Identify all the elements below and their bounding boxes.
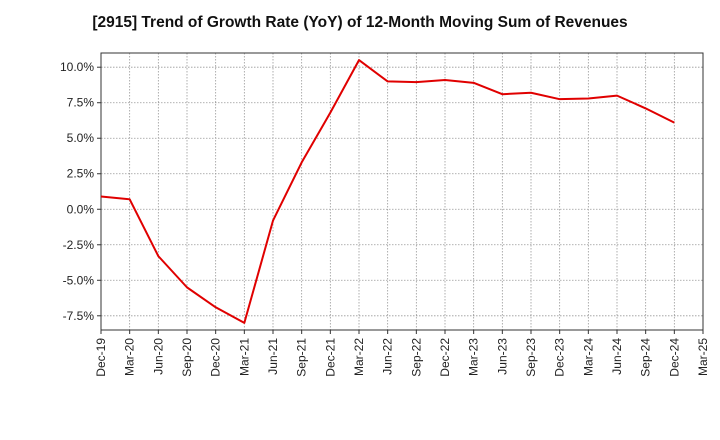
x-tick-label: Dec-19	[94, 338, 108, 377]
grid-layer	[101, 53, 703, 330]
x-tick-label: Sep-22	[409, 338, 423, 377]
x-tick-label: Dec-23	[553, 338, 567, 377]
y-tick-label: 7.5%	[67, 96, 95, 110]
y-tick-label: 5.0%	[67, 131, 95, 145]
x-tick-label: Sep-24	[639, 338, 653, 377]
y-tick-label: 0.0%	[67, 202, 95, 216]
x-tick-label: Mar-21	[237, 338, 251, 376]
y-tick-label: -2.5%	[63, 238, 95, 252]
y-tick-label: 10.0%	[60, 60, 94, 74]
x-tick-label: Dec-20	[209, 338, 223, 377]
x-tick-label: Mar-25	[696, 338, 710, 376]
x-tick-label: Mar-22	[352, 338, 366, 376]
chart-title: [2915] Trend of Growth Rate (YoY) of 12-…	[92, 14, 628, 31]
x-tick-label: Jun-20	[151, 338, 165, 375]
x-tick-label: Dec-22	[438, 338, 452, 377]
plot-frame	[100, 52, 704, 331]
x-tick-label: Jun-22	[381, 338, 395, 375]
y-tick-label: 2.5%	[67, 167, 95, 181]
x-tick-label: Jun-21	[266, 338, 280, 375]
x-tick-label: Mar-23	[467, 338, 481, 376]
x-tick-label: Dec-21	[323, 338, 337, 377]
y-tick-label: -7.5%	[63, 309, 95, 323]
x-tick-label: Jun-24	[610, 338, 624, 375]
x-tick-label: Dec-24	[667, 338, 681, 377]
x-tick-labels: Dec-19 Mar-20 Jun-20 Sep-20 Dec-20 Mar-21 Jun-…	[94, 330, 710, 377]
x-tick-label: Sep-23	[524, 338, 538, 377]
series-line	[100, 59, 675, 324]
x-tick-label: Sep-20	[180, 338, 194, 377]
x-tick-label: Mar-24	[581, 338, 595, 376]
y-tick-label: -5.0%	[63, 273, 95, 287]
x-tick-label: Jun-23	[495, 338, 509, 375]
x-tick-label: Sep-21	[295, 338, 309, 377]
y-tick-labels: -7.5% -5.0% -2.5% 0.0% 2.5% 5.0% 7.5% 10.0%	[60, 60, 101, 323]
x-tick-label: Mar-20	[123, 338, 137, 376]
